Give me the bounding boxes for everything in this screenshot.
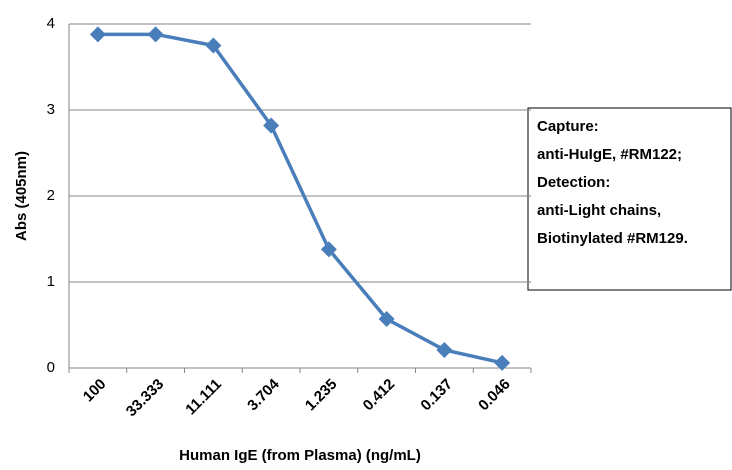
x-tick-label: 0.412 [360,376,399,415]
series-line [97,32,503,365]
x-tick-label: 100 [80,376,110,406]
annotation-line: Detection: [537,174,610,191]
marker [89,26,106,43]
y-tick-label: 4 [47,15,55,32]
x-tick-label: 0.137 [417,376,456,415]
x-axis-label: Human IgE (from Plasma) (ng/mL) [179,447,421,464]
marker [436,341,453,358]
marker [263,117,280,134]
annotation-box [527,107,732,291]
x-tick-label: 3.704 [244,375,283,414]
marker [320,241,337,258]
marker [147,26,164,43]
x-tick-label: 0.046 [475,376,514,415]
marker [494,354,511,371]
annotation-line: Capture: [537,118,599,135]
x-tick-label: 11.111 [182,376,225,419]
annotation-line: Biotinylated #RM129. [537,230,688,247]
y-tick-label: 1 [47,273,55,290]
x-tick-label: 33.333 [123,376,167,420]
y-tick-label: 2 [47,187,55,204]
y-axis-label: Abs (405nm) [13,151,30,241]
annotation-line: anti-Light chains, [537,202,661,219]
annotation-line: anti-HuIgE, #RM122; [537,146,682,163]
marker [378,310,395,327]
y-tick-label: 3 [47,101,55,118]
x-tick-label: 1.235 [302,376,341,415]
y-tick-label: 0 [47,359,55,376]
marker [205,37,222,54]
